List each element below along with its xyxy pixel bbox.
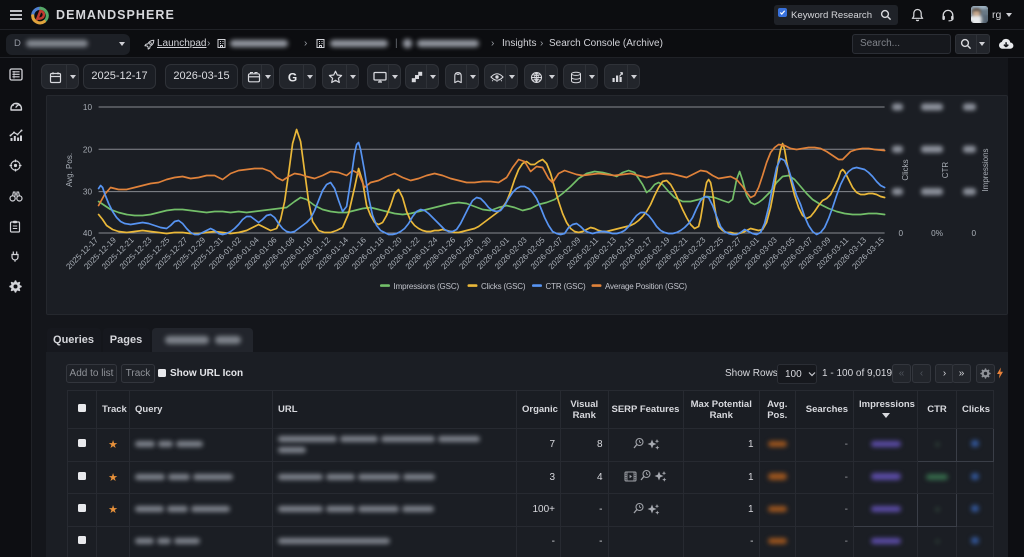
svg-text:0: 0 <box>971 229 976 238</box>
svg-text:G: G <box>288 71 297 84</box>
svg-text:10: 10 <box>83 103 93 112</box>
svg-text:30: 30 <box>83 187 93 196</box>
svg-text:40: 40 <box>83 229 93 238</box>
svg-text:Avg. Pos.: Avg. Pos. <box>65 152 74 186</box>
svg-text:CTR: CTR <box>941 161 950 178</box>
svg-text:Clicks: Clicks <box>901 159 910 180</box>
svg-text:Impressions (GSC): Impressions (GSC) <box>394 282 460 291</box>
svg-text:Average Position (GSC): Average Position (GSC) <box>605 282 687 291</box>
svg-text:Clicks (GSC): Clicks (GSC) <box>481 282 526 291</box>
svg-text:CTR (GSC): CTR (GSC) <box>546 282 586 291</box>
svg-text:0: 0 <box>898 229 903 238</box>
svg-text:0%: 0% <box>931 229 943 238</box>
svg-text:20: 20 <box>83 145 93 154</box>
svg-text:Impressions: Impressions <box>981 148 990 191</box>
